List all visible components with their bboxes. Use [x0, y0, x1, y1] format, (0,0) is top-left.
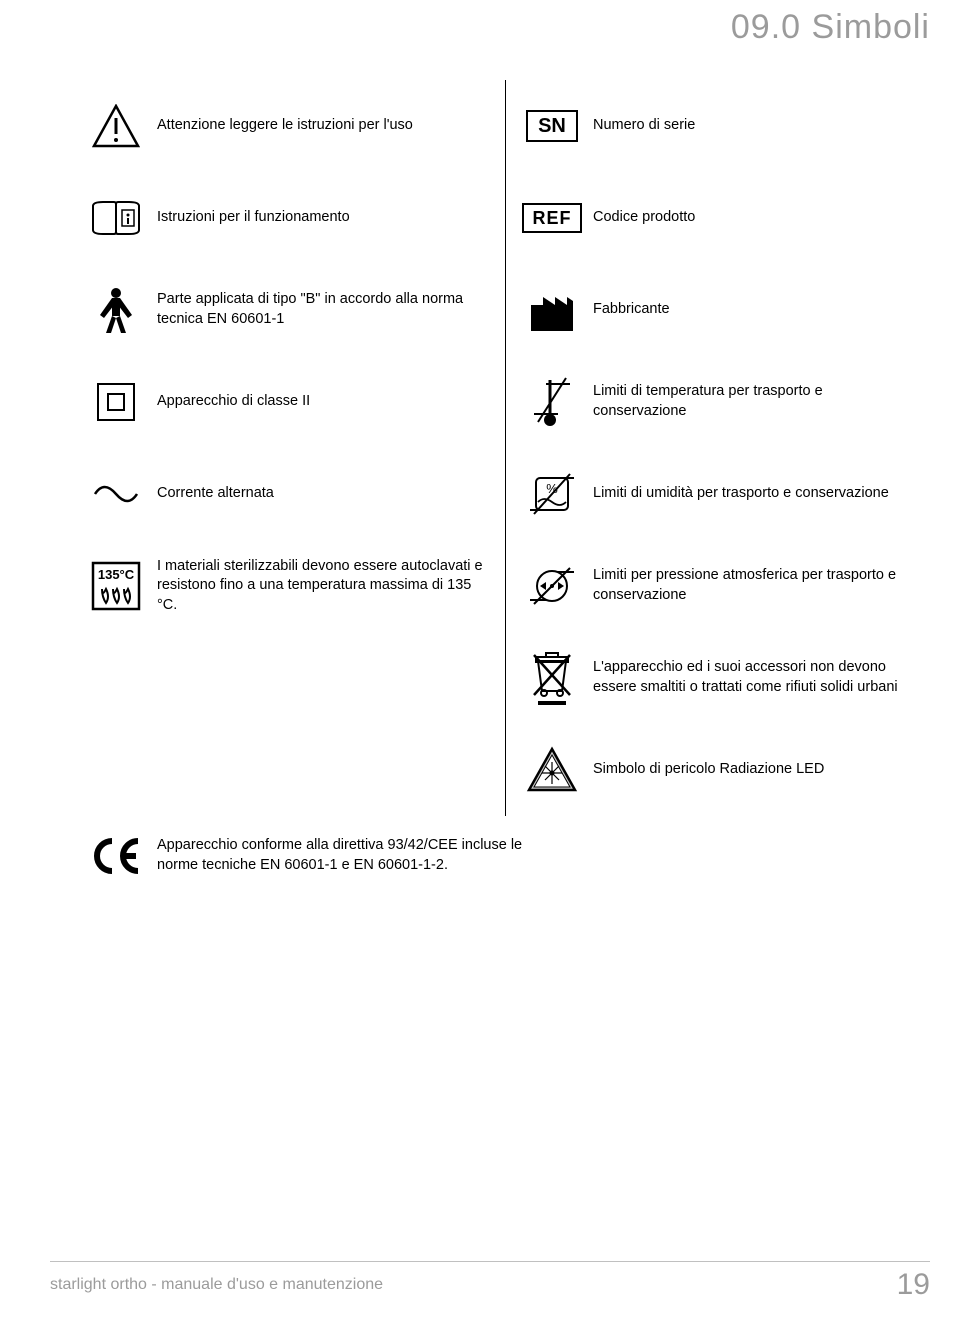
- symbol-label: Fabbricante: [583, 300, 925, 320]
- symbol-label: Attenzione leggere le istruzioni per l'u…: [147, 116, 505, 136]
- symbol-label: Corrente alternata: [147, 484, 505, 504]
- symbol-label: Limiti per pressione atmosferica per tra…: [583, 566, 925, 605]
- pressure-icon: [521, 560, 583, 612]
- symbol-label: Codice prodotto: [583, 208, 925, 228]
- page-title: 09.0 Simboli: [731, 8, 930, 47]
- symbol-row: Attenzione leggere le istruzioni per l'u…: [85, 80, 505, 172]
- footer-text: starlight ortho - manuale d'uso e manute…: [50, 1276, 383, 1294]
- symbol-row: Istruzioni per il funzionamento: [85, 172, 505, 264]
- symbol-label: Simbolo di pericolo Radiazione LED: [583, 760, 925, 780]
- laser-icon: [521, 746, 583, 794]
- symbol-row: REF Codice prodotto: [521, 172, 925, 264]
- symbol-row: L'apparecchio ed i suoi accessori non de…: [521, 632, 925, 724]
- symbol-row: Simbolo di pericolo Radiazione LED: [521, 724, 925, 816]
- ce-label: Apparecchio conforme alla direttiva 93/4…: [147, 836, 567, 875]
- footer: starlight ortho - manuale d'uso e manute…: [50, 1261, 930, 1302]
- symbol-label: Limiti di temperatura per trasporto e co…: [583, 382, 925, 421]
- ac-icon: [85, 482, 147, 506]
- factory-icon: [521, 289, 583, 331]
- weee-icon: [521, 649, 583, 707]
- symbol-row: Limiti di temperatura per trasporto e co…: [521, 356, 925, 448]
- sn-icon: SN: [521, 110, 583, 142]
- ce-icon: [85, 837, 147, 875]
- symbol-row: Limiti per pressione atmosferica per tra…: [521, 540, 925, 632]
- left-column: Attenzione leggere le istruzioni per l'u…: [85, 80, 505, 816]
- symbol-label: I materiali sterilizzabili devono essere…: [147, 557, 505, 616]
- symbol-row: Apparecchio di classe II: [85, 356, 505, 448]
- symbol-row: Parte applicata di tipo "B" in accordo a…: [85, 264, 505, 356]
- temperature-icon: [521, 374, 583, 430]
- symbol-label: Istruzioni per il funzionamento: [147, 208, 505, 228]
- symbol-row: SN Numero di serie: [521, 80, 925, 172]
- symbols-content: Attenzione leggere le istruzioni per l'u…: [85, 80, 925, 875]
- symbol-label: Limiti di umidità per trasporto e conser…: [583, 484, 925, 504]
- attention-icon: [85, 104, 147, 148]
- autoclave-icon: 135°C: [85, 559, 147, 613]
- right-column: SN Numero di serie REF Codice prodotto F…: [505, 80, 925, 816]
- manual-icon: [85, 198, 147, 238]
- symbol-row: Corrente alternata: [85, 448, 505, 540]
- class2-icon: [85, 381, 147, 423]
- symbol-label: Numero di serie: [583, 116, 925, 136]
- symbol-label: Apparecchio di classe II: [147, 392, 505, 412]
- symbol-row: Fabbricante: [521, 264, 925, 356]
- symbol-row: % Limiti di umidità per trasporto e cons…: [521, 448, 925, 540]
- ce-row: Apparecchio conforme alla direttiva 93/4…: [85, 836, 925, 875]
- symbol-label: L'apparecchio ed i suoi accessori non de…: [583, 658, 925, 697]
- page-number: 19: [897, 1268, 930, 1302]
- ref-icon: REF: [521, 203, 583, 233]
- humidity-icon: %: [521, 468, 583, 520]
- symbol-label: Parte applicata di tipo "B" in accordo a…: [147, 290, 505, 329]
- typeb-icon: [85, 285, 147, 335]
- autoclave-temp-text: 135°C: [98, 567, 135, 582]
- symbol-row: 135°C I materiali sterilizzabili devono …: [85, 540, 505, 632]
